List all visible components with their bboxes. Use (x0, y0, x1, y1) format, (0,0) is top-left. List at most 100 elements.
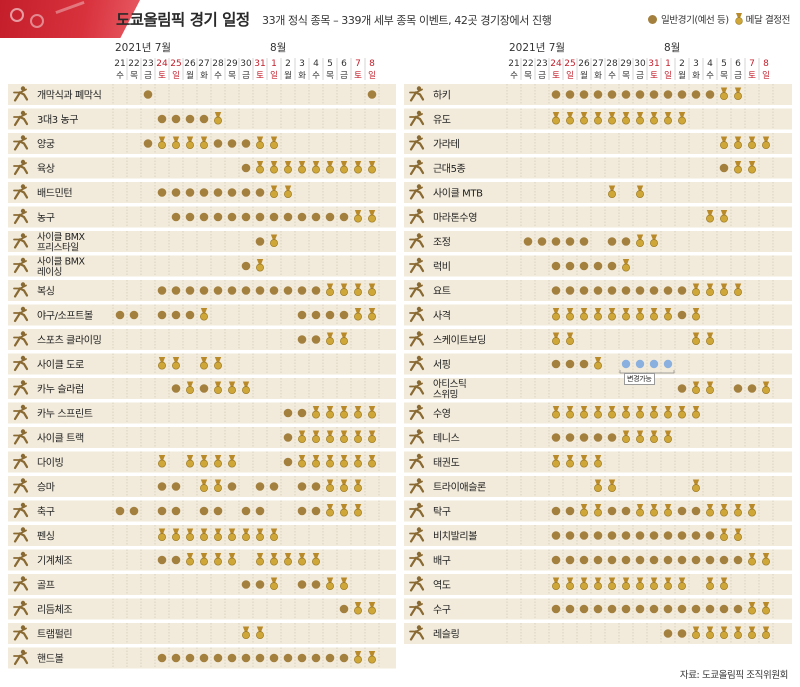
day-number: 28 (606, 59, 618, 69)
regular-event-dot (607, 433, 617, 442)
medal-event-icon (340, 455, 348, 468)
medal-event-icon (566, 332, 574, 346)
sport-name: 축구 (37, 506, 55, 518)
regular-event-dot (565, 261, 575, 271)
regular-event-dot (733, 604, 743, 614)
day-number: 24 (550, 59, 562, 69)
sport-row: 가라테 (404, 133, 792, 154)
regular-event-dot (565, 555, 575, 565)
row-band (404, 133, 792, 154)
row-band (8, 427, 396, 448)
regular-event-dot (297, 408, 307, 418)
medal-event-icon (368, 210, 376, 223)
row-band (8, 255, 396, 277)
sport-row: 사이클 도로 (8, 353, 396, 375)
trampoline-icon (13, 625, 29, 641)
climbing-icon (13, 331, 29, 347)
weekday-label: 금 (734, 71, 742, 81)
day-number: 28 (212, 59, 224, 69)
regular-event-dot (339, 310, 349, 320)
regular-event-dot (579, 359, 589, 369)
regular-event-dot (255, 286, 265, 295)
sport-name: 사이클 도로 (37, 359, 84, 371)
source-credit: 자료: 도쿄올림픽 조직위원회 (679, 670, 789, 681)
day-number: 22 (522, 59, 533, 69)
sport-row: 리듬체조 (8, 598, 396, 620)
day-number: 2 (285, 59, 291, 69)
medal-event-icon (720, 87, 728, 101)
modern-pentathlon-icon (409, 159, 425, 176)
regular-event-dot (579, 531, 589, 540)
page-title: 도쿄올림픽 경기 일정 (116, 11, 250, 29)
medal-event-icon (172, 357, 180, 370)
sport-name: 마라톤수영 (433, 212, 477, 224)
regular-event-dot (185, 114, 195, 124)
weekday-label: 월 (186, 70, 194, 81)
sport-name: 스포츠 클라이밍 (37, 335, 101, 347)
sport-name: 수구 (433, 604, 451, 616)
fencing-icon (13, 527, 29, 543)
regular-event-dot (241, 261, 251, 271)
regular-event-dot (705, 90, 715, 99)
regular-event-dot (621, 531, 631, 540)
karate-icon (409, 135, 425, 151)
regular-event-dot (241, 139, 251, 148)
medal-event-icon (762, 136, 770, 150)
weekday-label: 목 (326, 71, 334, 81)
rhythmic-gymnastics-icon (13, 600, 29, 617)
football-icon (13, 502, 29, 519)
regular-event-dot (241, 580, 251, 589)
mountain-bike-icon (409, 184, 425, 200)
sport-row: 축구 (8, 500, 396, 522)
medal-event-icon (552, 406, 560, 419)
medal-event-icon (636, 112, 644, 125)
sport-name: 레슬링 (433, 629, 459, 641)
regular-event-dot (269, 286, 279, 295)
regular-event-dot (171, 384, 181, 393)
medal-event-icon (650, 504, 658, 517)
right-schedule-panel: 2021년 7월 8월21수22목23금24토25일26월27화28수29목30금… (404, 42, 792, 644)
sport-row: 하키 (404, 84, 792, 105)
medal-event-icon (692, 406, 700, 419)
weekday-label: 금 (538, 71, 546, 81)
sport-name: 서핑 (433, 359, 451, 371)
sport-name: 유도 (433, 114, 451, 126)
row-band (8, 402, 396, 424)
medal-event-icon (650, 577, 658, 591)
regular-event-dot (649, 604, 659, 614)
medal-event-icon (354, 308, 362, 321)
regular-event-dot (593, 531, 603, 540)
medal-event-icon (748, 504, 756, 517)
sport-name: 럭비 (433, 261, 451, 273)
regular-event-dot (227, 188, 237, 197)
medal-event-icon (594, 406, 602, 419)
weekday-label: 금 (340, 71, 348, 81)
medal-event-icon (664, 577, 672, 591)
sport-row: 태권도 (404, 451, 792, 473)
medal-event-icon (326, 161, 334, 174)
day-number: 27 (198, 59, 209, 69)
regular-event-dot (593, 433, 603, 442)
day-number: 4 (707, 59, 713, 69)
medal-event-icon (706, 504, 714, 517)
sport-row: 테니스 (404, 427, 792, 448)
sport-row: 카누 스프린트 (8, 402, 396, 424)
sport-name: 펜싱 (37, 531, 55, 543)
medal-event-icon (368, 430, 376, 444)
medal-event-icon (762, 626, 770, 640)
weekday-label: 목 (622, 71, 630, 81)
regular-event-dot (719, 163, 729, 173)
skateboarding-icon (409, 331, 425, 347)
regular-event-dot (227, 286, 237, 295)
medal-event-icon (214, 357, 222, 370)
regular-event-dot (283, 212, 293, 222)
sport-row: 스케이트보딩 (404, 329, 792, 350)
regular-event-dot (255, 188, 265, 197)
medal-event-icon (256, 528, 264, 542)
regular-event-dot (677, 90, 687, 99)
medal-event-icon (580, 308, 588, 321)
regular-event-dot (171, 114, 181, 124)
sport-name: 양궁 (37, 139, 55, 151)
regular-event-dot (297, 653, 307, 663)
medal-event-icon (340, 161, 348, 174)
